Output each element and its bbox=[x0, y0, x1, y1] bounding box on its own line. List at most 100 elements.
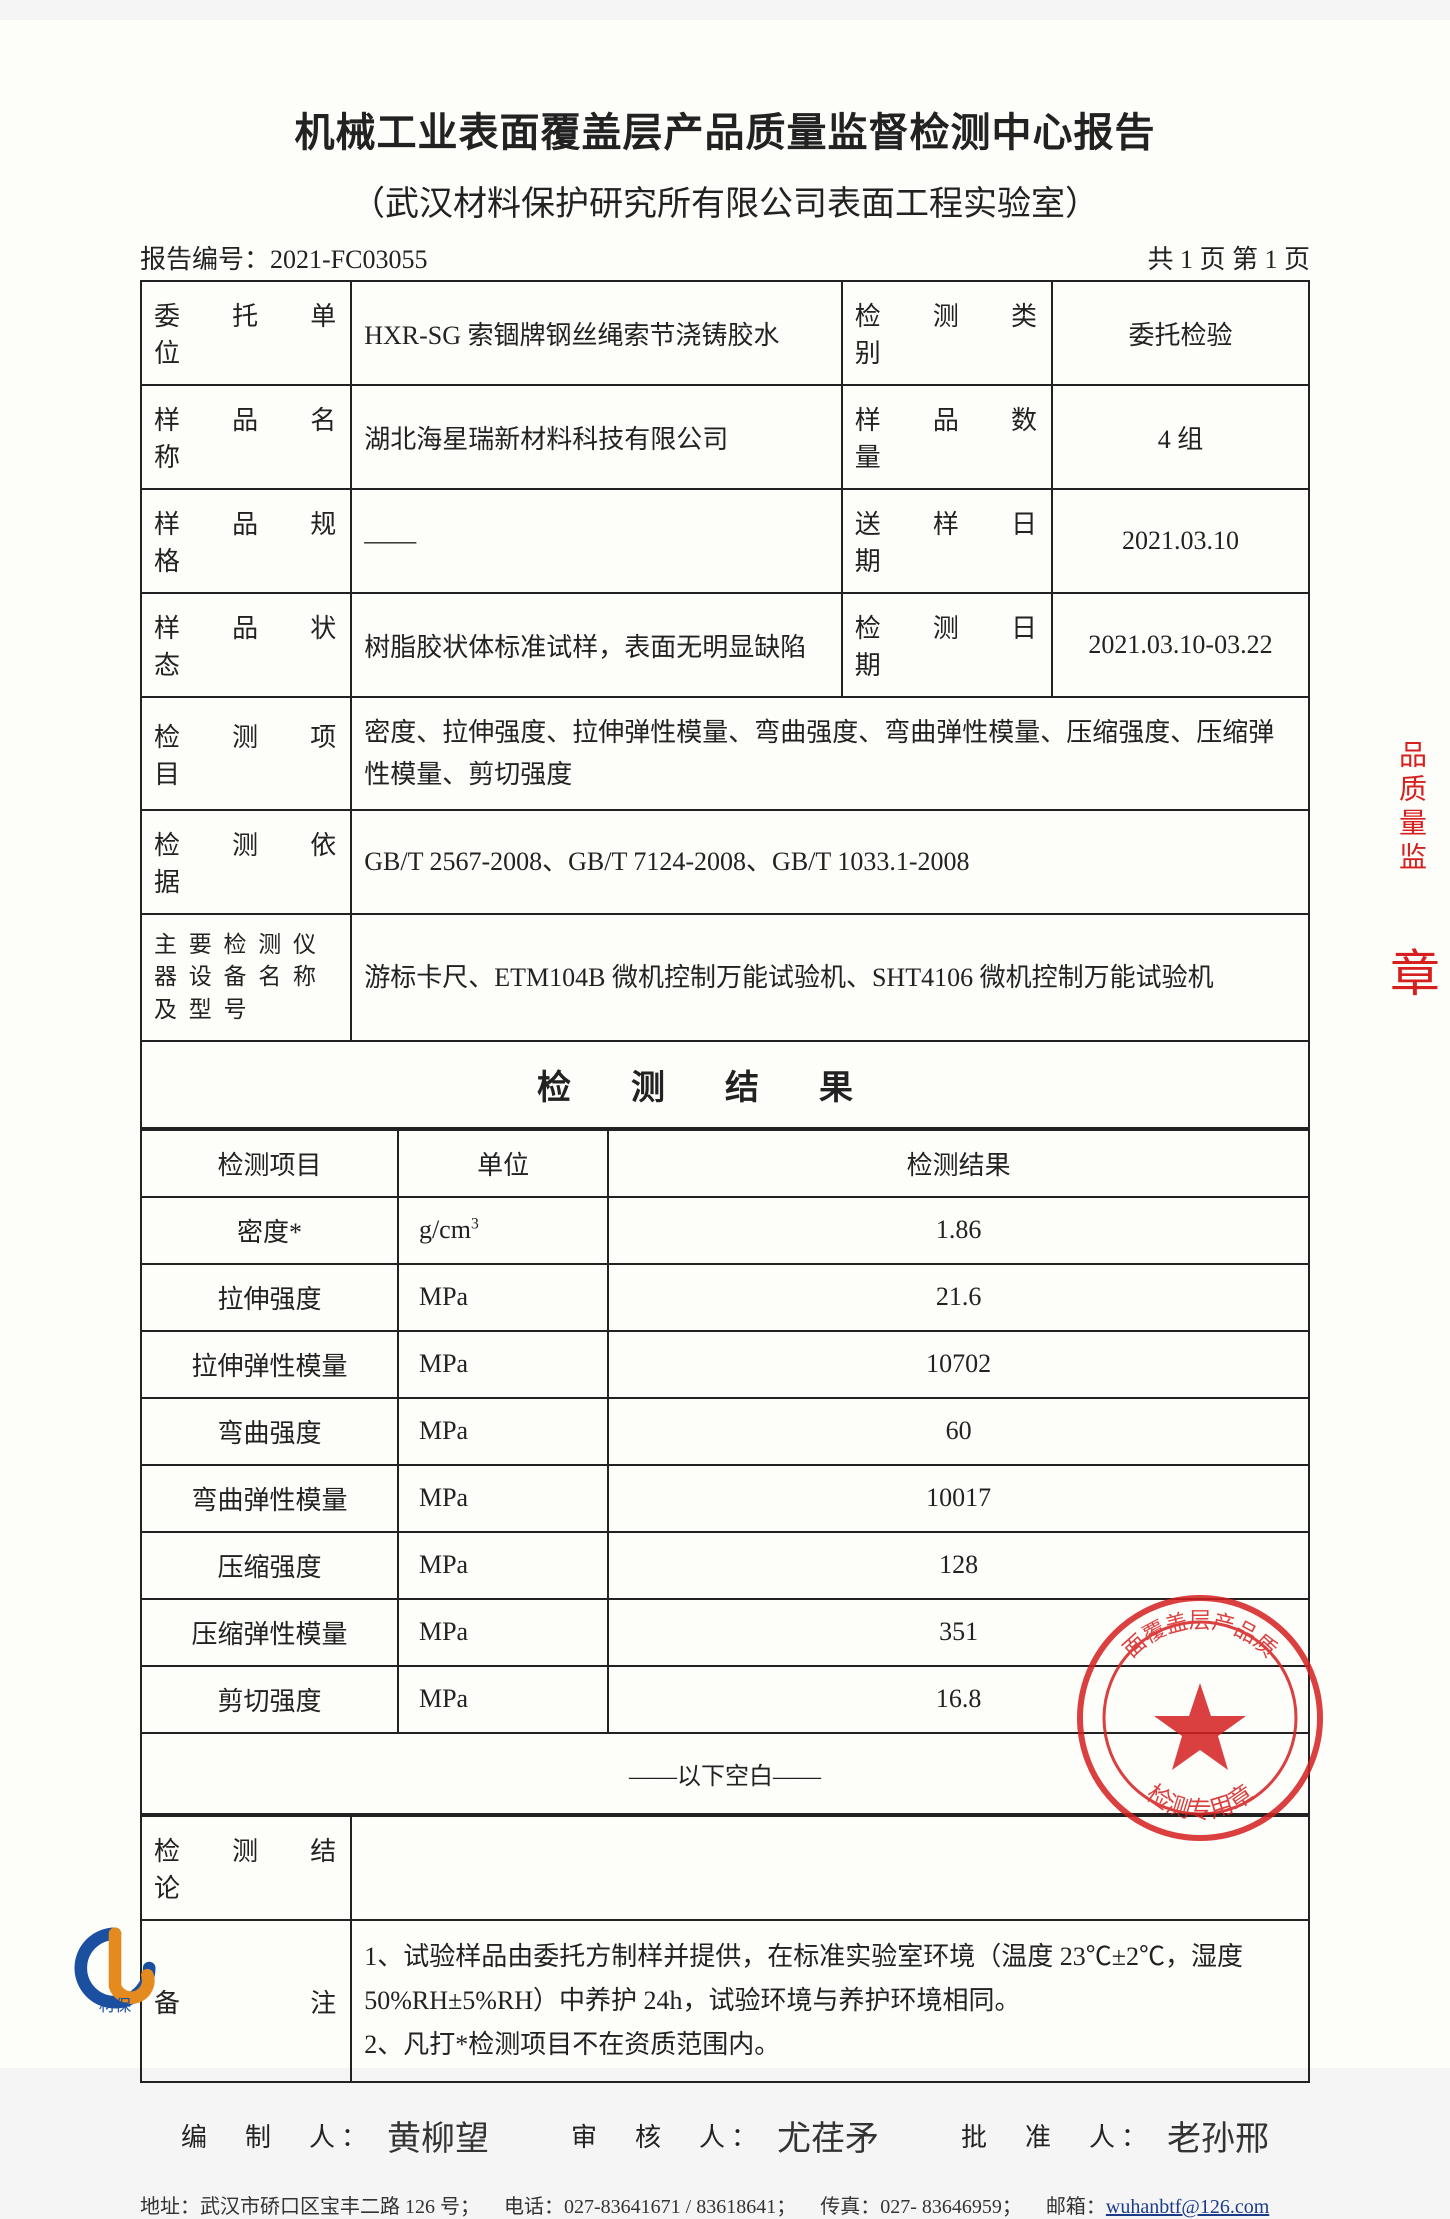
info-label: 送 样 日 期 bbox=[842, 489, 1052, 593]
info-value: 委托检验 bbox=[1052, 281, 1309, 385]
info-value: 4 组 bbox=[1052, 385, 1309, 489]
info-label: 样 品 名 称 bbox=[141, 385, 351, 489]
page-counter: 共 1 页 第 1 页 bbox=[1147, 239, 1310, 276]
compiler-block: 编 制 人： 黄柳望 bbox=[181, 2111, 489, 2160]
info-wide-row: 检 测 项 目密度、拉伸强度、拉伸弹性模量、弯曲强度、弯曲弹性模量、压缩强度、压… bbox=[141, 697, 1309, 810]
reviewer-label: 审 核 人： bbox=[571, 2117, 763, 2154]
info-label: 样 品 数 量 bbox=[842, 385, 1052, 489]
approver-label: 批 准 人： bbox=[961, 2117, 1153, 2154]
info-label: 检 测 日 期 bbox=[842, 593, 1052, 697]
info-value: 湖北海星瑞新材料科技有限公司 bbox=[351, 385, 842, 489]
info-value: 2021.03.10 bbox=[1052, 489, 1309, 593]
meta-row: 报告编号：2021-FC03055 共 1 页 第 1 页 bbox=[140, 239, 1310, 276]
email: 邮箱：wuhanbtf@126.com bbox=[1046, 2190, 1269, 2219]
header-result: 检测结果 bbox=[608, 1130, 1309, 1197]
header-unit: 单位 bbox=[398, 1130, 608, 1197]
result-item: 密度* bbox=[141, 1197, 398, 1264]
info-value: 游标卡尺、ETM104B 微机控制万能试验机、SHT4106 微机控制万能试验机 bbox=[351, 914, 1309, 1041]
info-row: 样 品 状 态树脂胶状体标准试样，表面无明显缺陷检 测 日 期2021.03.1… bbox=[141, 593, 1309, 697]
info-row: 样 品 名 称湖北海星瑞新材料科技有限公司样 品 数 量4 组 bbox=[141, 385, 1309, 489]
result-row: 弯曲弹性模量MPa10017 bbox=[141, 1465, 1309, 1532]
header-item: 检测项目 bbox=[141, 1130, 398, 1197]
info-label: 委 托 单 位 bbox=[141, 281, 351, 385]
info-wide-row: 检 测 依 据GB/T 2567-2008、GB/T 7124-2008、GB/… bbox=[141, 810, 1309, 914]
signature-row: 编 制 人： 黄柳望 审 核 人： 尤荏矛 批 准 人： 老孙邢 bbox=[140, 2111, 1310, 2160]
result-value: 128 bbox=[608, 1532, 1309, 1599]
reviewer-block: 审 核 人： 尤荏矛 bbox=[571, 2111, 879, 2160]
report-number: 报告编号：2021-FC03055 bbox=[140, 239, 427, 276]
footer-table: 检 测 结 论 备 注 1、试验样品由委托方制样并提供，在标准实验室环境（温度 … bbox=[140, 1815, 1310, 2084]
info-label: 主 要 检 测 仪 器 设 备 名 称 及 型 号 bbox=[141, 914, 351, 1041]
info-value: HXR-SG 索锢牌钢丝绳索节浇铸胶水 bbox=[351, 281, 842, 385]
telephone: 电话：027-83641671 / 83618641； bbox=[504, 2190, 796, 2219]
contact-line: 地址：武汉市硚口区宝丰二路 126 号； 电话：027-83641671 / 8… bbox=[140, 2190, 1310, 2219]
results-header-row: 检测项目 单位 检测结果 bbox=[141, 1130, 1309, 1197]
info-value: 2021.03.10-03.22 bbox=[1052, 593, 1309, 697]
result-unit: MPa bbox=[398, 1532, 608, 1599]
result-unit: MPa bbox=[398, 1465, 608, 1532]
fax: 传真：027- 83646959； bbox=[820, 2190, 1022, 2219]
result-unit: g/cm3 bbox=[398, 1197, 608, 1264]
info-label: 样 品 状 态 bbox=[141, 593, 351, 697]
result-row: 弯曲强度MPa60 bbox=[141, 1398, 1309, 1465]
result-unit: MPa bbox=[398, 1331, 608, 1398]
info-label: 检 测 项 目 bbox=[141, 697, 351, 810]
remark-row: 备 注 1、试验样品由委托方制样并提供，在标准实验室环境（温度 23℃±2℃，湿… bbox=[141, 1920, 1309, 2083]
result-unit: MPa bbox=[398, 1599, 608, 1666]
approver-signature: 老孙邢 bbox=[1167, 2111, 1269, 2160]
address: 地址：武汉市硚口区宝丰二路 126 号； bbox=[140, 2190, 480, 2219]
report-no-label: 报告编号： bbox=[140, 245, 270, 274]
result-unit: MPa bbox=[398, 1264, 608, 1331]
result-value: 21.6 bbox=[608, 1264, 1309, 1331]
report-page: 机械工业表面覆盖层产品质量监督检测中心报告 （武汉材料保护研究所有限公司表面工程… bbox=[0, 20, 1450, 2068]
side-stamp-icon: 品质量监 章 bbox=[1390, 740, 1450, 1000]
result-value: 1.86 bbox=[608, 1197, 1309, 1264]
info-value: 密度、拉伸强度、拉伸弹性模量、弯曲强度、弯曲弹性模量、压缩强度、压缩弹性模量、剪… bbox=[351, 697, 1309, 810]
email-link[interactable]: wuhanbtf@126.com bbox=[1106, 2196, 1269, 2218]
company-logo-icon: 材保 bbox=[70, 1923, 160, 2013]
reviewer-signature: 尤荏矛 bbox=[777, 2111, 879, 2160]
result-unit: MPa bbox=[398, 1398, 608, 1465]
report-title: 机械工业表面覆盖层产品质量监督检测中心报告 bbox=[140, 100, 1310, 158]
result-value: 60 bbox=[608, 1398, 1309, 1465]
info-label: 样 品 规 格 bbox=[141, 489, 351, 593]
result-row: 压缩弹性模量MPa351 bbox=[141, 1599, 1309, 1666]
result-unit: MPa bbox=[398, 1666, 608, 1733]
result-row: 拉伸弹性模量MPa10702 bbox=[141, 1331, 1309, 1398]
result-value: 351 bbox=[608, 1599, 1309, 1666]
result-item: 拉伸强度 bbox=[141, 1264, 398, 1331]
result-row: 密度*g/cm31.86 bbox=[141, 1197, 1309, 1264]
compiler-label: 编 制 人： bbox=[181, 2117, 373, 2154]
results-table: 检测项目 单位 检测结果 密度*g/cm31.86拉伸强度MPa21.6拉伸弹性… bbox=[140, 1129, 1310, 1734]
info-row: 委 托 单 位HXR-SG 索锢牌钢丝绳索节浇铸胶水检 测 类 别委托检验 bbox=[141, 281, 1309, 385]
info-label: 检 测 依 据 bbox=[141, 810, 351, 914]
info-row: 样 品 规 格——送 样 日 期2021.03.10 bbox=[141, 489, 1309, 593]
result-row: 拉伸强度MPa21.6 bbox=[141, 1264, 1309, 1331]
result-value: 16.8 bbox=[608, 1666, 1309, 1733]
conclusion-row: 检 测 结 论 bbox=[141, 1816, 1309, 1920]
info-value: GB/T 2567-2008、GB/T 7124-2008、GB/T 1033.… bbox=[351, 810, 1309, 914]
result-row: 压缩强度MPa128 bbox=[141, 1532, 1309, 1599]
remark-label: 备 注 bbox=[141, 1920, 351, 2083]
info-label: 检 测 类 别 bbox=[842, 281, 1052, 385]
result-item: 弯曲强度 bbox=[141, 1398, 398, 1465]
conclusion-label: 检 测 结 论 bbox=[141, 1816, 351, 1920]
report-subtitle: （武汉材料保护研究所有限公司表面工程实验室） bbox=[140, 176, 1310, 225]
result-item: 弯曲弹性模量 bbox=[141, 1465, 398, 1532]
info-value: 树脂胶状体标准试样，表面无明显缺陷 bbox=[351, 593, 842, 697]
info-wide-row: 主 要 检 测 仪 器 设 备 名 称 及 型 号游标卡尺、ETM104B 微机… bbox=[141, 914, 1309, 1041]
blank-indicator: ——以下空白—— bbox=[140, 1734, 1310, 1815]
conclusion-value bbox=[351, 1816, 1309, 1920]
approver-block: 批 准 人： 老孙邢 bbox=[961, 2111, 1269, 2160]
result-item: 拉伸弹性模量 bbox=[141, 1331, 398, 1398]
result-item: 剪切强度 bbox=[141, 1666, 398, 1733]
report-no-value: 2021-FC03055 bbox=[270, 245, 427, 274]
result-value: 10017 bbox=[608, 1465, 1309, 1532]
info-table: 委 托 单 位HXR-SG 索锢牌钢丝绳索节浇铸胶水检 测 类 别委托检验样 品… bbox=[140, 280, 1310, 1042]
results-section-title: 检测结果 bbox=[140, 1042, 1310, 1129]
result-value: 10702 bbox=[608, 1331, 1309, 1398]
result-item: 压缩弹性模量 bbox=[141, 1599, 398, 1666]
compiler-signature: 黄柳望 bbox=[387, 2111, 489, 2160]
info-value: —— bbox=[351, 489, 842, 593]
remark-value: 1、试验样品由委托方制样并提供，在标准实验室环境（温度 23℃±2℃，湿度 50… bbox=[351, 1920, 1309, 2083]
